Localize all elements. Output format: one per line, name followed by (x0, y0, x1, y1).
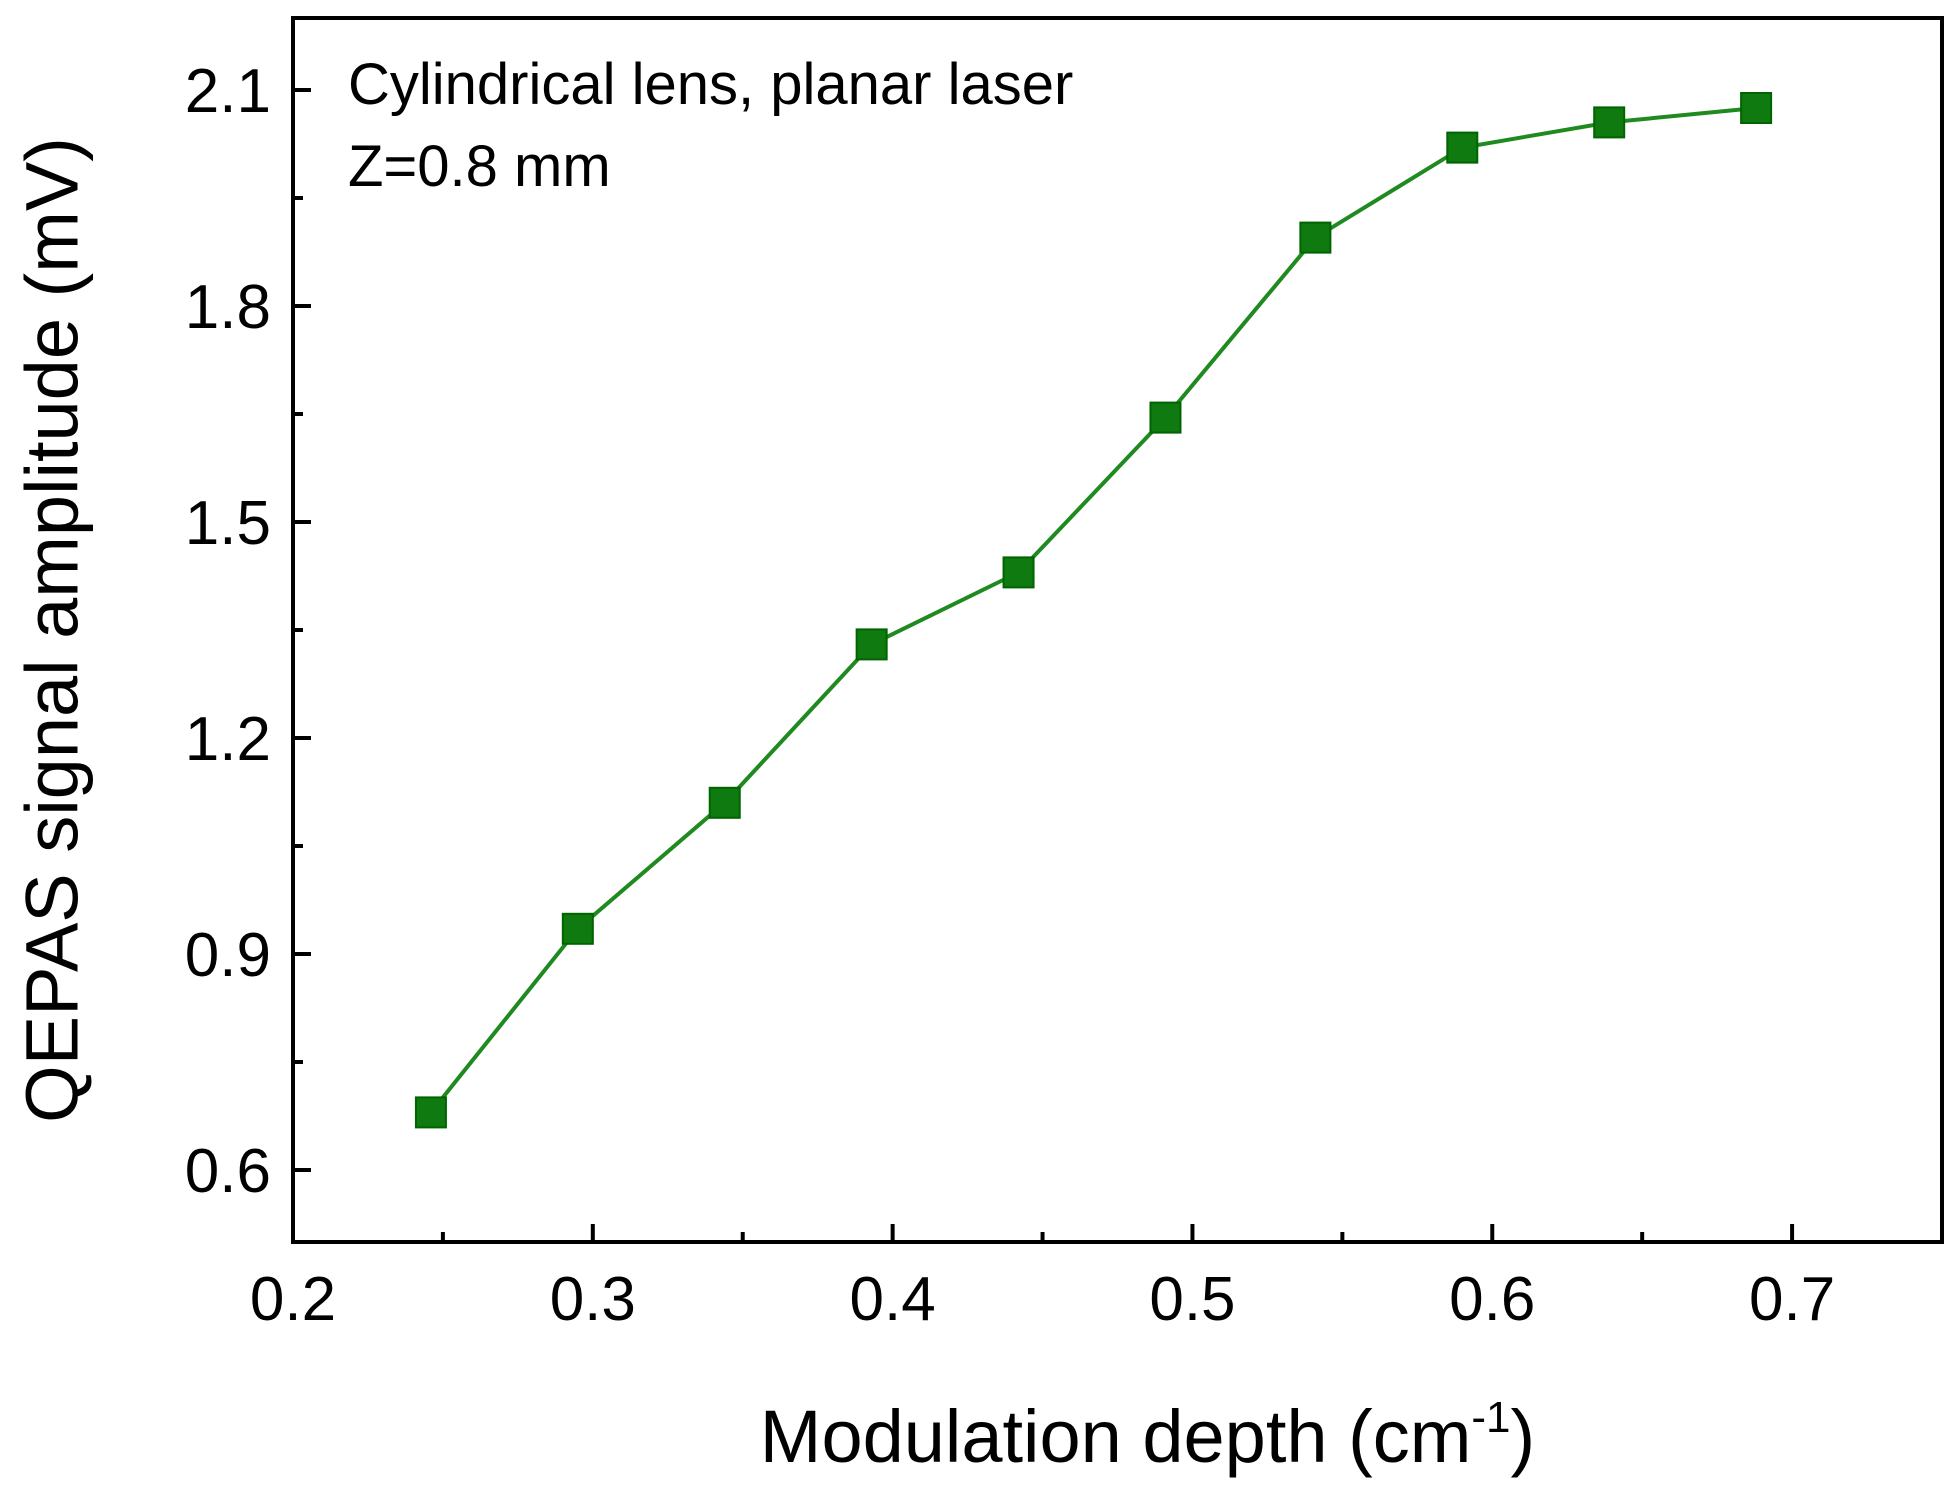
x-tick-label: 0.2 (250, 1265, 336, 1334)
data-point-marker (414, 1096, 447, 1129)
x-tick-label: 0.4 (850, 1265, 936, 1334)
x-tick-label: 0.7 (1749, 1265, 1835, 1334)
x-tick-label: 0.6 (1449, 1265, 1535, 1334)
plot-area-frame (291, 16, 1944, 1244)
y-tick-label: 0.9 (185, 921, 271, 990)
y-tick-label: 1.8 (185, 273, 271, 342)
data-point-marker (1740, 92, 1773, 124)
y-axis-title: QEPAS signal amplitude (mV) (11, 137, 94, 1123)
y-tick-label: 0.6 (185, 1137, 271, 1206)
series-layer (414, 92, 1773, 1129)
data-point-marker (1002, 556, 1035, 589)
annotation-text: Z=0.8 mm (348, 134, 611, 199)
x-tick-label: 0.3 (550, 1265, 636, 1334)
axis-ticks: 0.2 0.3 0.4 0.5 0.6 0.7 0.6 0.9 1.2 1.5 1.8 2.1 (185, 57, 1944, 1334)
data-point-marker (1149, 401, 1182, 434)
y-tick-label: 1.5 (185, 489, 271, 558)
data-point-marker (1593, 106, 1626, 139)
x-axis-title-suffix: ) (1511, 1395, 1536, 1478)
data-point-marker (708, 786, 741, 819)
series-line (429, 106, 1757, 1114)
data-point-marker (1299, 221, 1332, 254)
data-point-marker (1446, 131, 1479, 164)
x-tick-label: 0.5 (1149, 1265, 1235, 1334)
data-point-marker (561, 912, 594, 945)
x-axis-title: Modulation depth (cm-1) (760, 1393, 1535, 1478)
annotation-text: Cylindrical lens, planar laser (348, 52, 1073, 117)
x-axis-title-main: Modulation depth (cm (760, 1395, 1472, 1478)
y-tick-label: 2.1 (185, 57, 271, 126)
x-axis-title-superscript: -1 (1471, 1393, 1510, 1442)
y-tick-label: 1.2 (185, 705, 271, 774)
annotations: Cylindrical lens, planar laser Z=0.8 mm (348, 52, 1073, 199)
data-point-marker (855, 628, 888, 661)
